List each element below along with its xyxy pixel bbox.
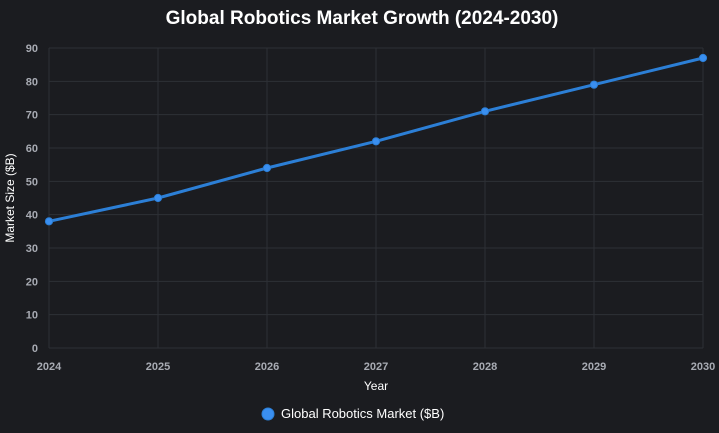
legend-marker: [261, 407, 275, 421]
x-tick-label: 2029: [582, 361, 606, 373]
grid-lines: [48, 47, 704, 349]
y-tick-label: 0: [32, 343, 38, 355]
data-point[interactable]: [480, 107, 490, 116]
x-tick-label: 2025: [146, 361, 170, 373]
data-point[interactable]: [44, 217, 54, 226]
y-tick-label: 60: [26, 143, 38, 155]
x-tick-label: 2027: [364, 361, 388, 373]
y-tick-label: 90: [26, 43, 38, 55]
legend[interactable]: Global Robotics Market ($B): [261, 406, 444, 421]
y-tick-label: 80: [26, 76, 38, 88]
x-tick-label: 2030: [691, 361, 715, 373]
y-axis-label: Market Size ($B): [3, 153, 17, 242]
x-axis-ticks: 2024 2025 2026 2027 2028 2029 2030: [37, 361, 715, 373]
y-axis-ticks: 0 10 20 30 40 50 60 70 80 90: [26, 43, 38, 355]
y-tick-label: 30: [26, 243, 38, 255]
x-axis-label: Year: [364, 379, 388, 393]
x-tick-label: 2028: [473, 361, 497, 373]
y-tick-label: 40: [26, 210, 38, 222]
data-point[interactable]: [371, 137, 381, 146]
y-tick-label: 20: [26, 276, 38, 288]
chart-title: Global Robotics Market Growth (2024-2030…: [166, 8, 559, 29]
y-tick-label: 10: [26, 310, 38, 322]
y-tick-label: 50: [26, 176, 38, 188]
data-point[interactable]: [589, 80, 599, 89]
legend-label: Global Robotics Market ($B): [281, 406, 444, 421]
series-layer: [44, 53, 708, 226]
data-point[interactable]: [698, 53, 708, 63]
data-point[interactable]: [262, 163, 272, 173]
x-tick-label: 2024: [37, 361, 62, 373]
data-point[interactable]: [153, 193, 163, 203]
y-tick-label: 70: [26, 110, 38, 122]
x-tick-label: 2026: [255, 361, 279, 373]
